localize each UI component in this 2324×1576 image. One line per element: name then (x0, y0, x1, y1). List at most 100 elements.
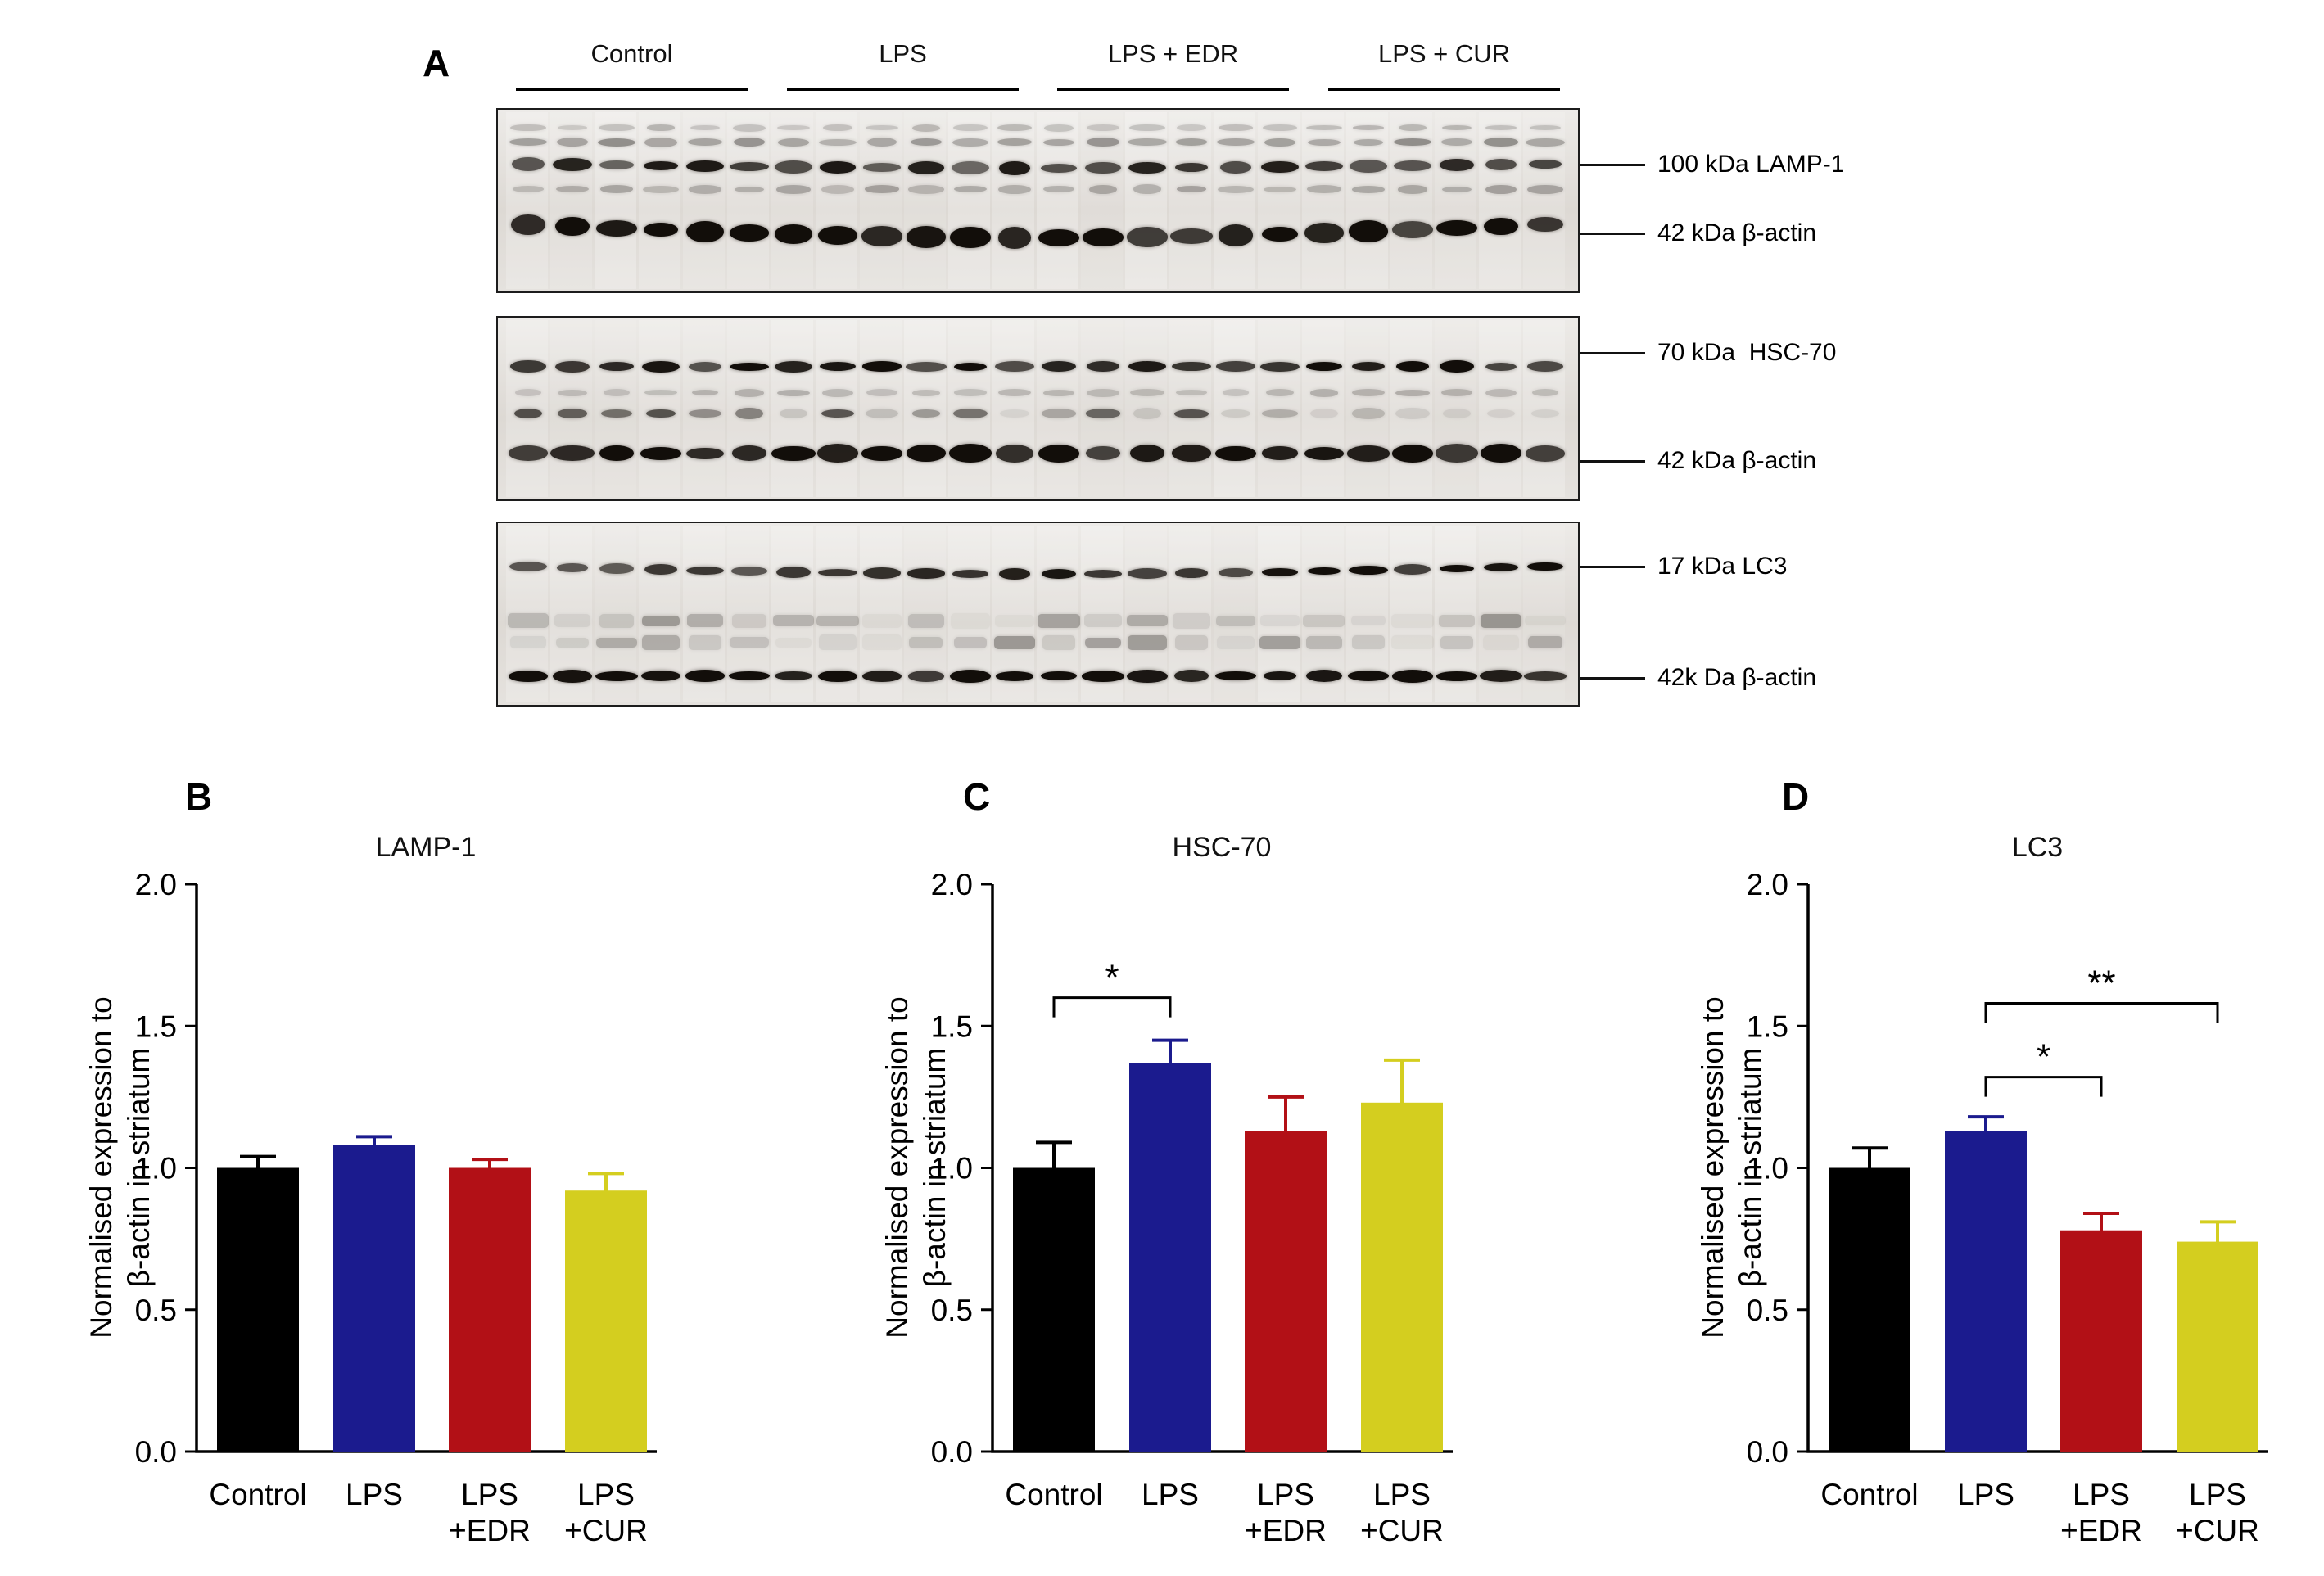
protein-band (1483, 217, 1519, 236)
x-tick-label: LPS (1257, 1478, 1314, 1511)
bar (565, 1190, 647, 1452)
protein-band (599, 185, 634, 194)
protein-band (510, 636, 546, 649)
protein-band (686, 160, 724, 172)
protein-band (1308, 567, 1341, 576)
protein-band (1262, 124, 1298, 132)
x-tick-label: Control (1005, 1478, 1102, 1511)
protein-band (734, 388, 765, 397)
protein-band (1219, 567, 1253, 578)
blot-lane (860, 112, 902, 289)
protein-band (1218, 224, 1254, 246)
significance-label: ** (2087, 964, 2115, 1004)
protein-band (689, 409, 721, 418)
protein-band (1305, 635, 1343, 649)
protein-band (1394, 138, 1431, 147)
protein-band (1481, 613, 1521, 629)
group-label-lps-edr: LPS + EDR (1107, 39, 1239, 68)
protein-band (1263, 186, 1297, 192)
protein-band (1526, 361, 1564, 373)
significance-label: * (1105, 958, 1119, 998)
x-tick-label: LPS (2189, 1478, 2246, 1511)
protein-band (1481, 444, 1521, 463)
x-tick-label: LPS (2073, 1478, 2130, 1511)
protein-band (734, 138, 765, 147)
protein-band (557, 138, 588, 147)
y-axis-label: Normalised expression to (1696, 996, 1729, 1338)
protein-band (821, 184, 855, 194)
protein-band (599, 562, 634, 575)
x-tick-label: LPS (461, 1478, 518, 1511)
y-axis-label: β-actin in striatum (122, 1048, 156, 1288)
protein-band (775, 637, 812, 648)
protein-band (1435, 444, 1479, 463)
blot-lane (771, 320, 813, 497)
band-label-actin-1: 42 kDa β-actin (1657, 219, 1817, 246)
protein-band (1399, 124, 1427, 131)
protein-band (556, 562, 589, 572)
protein-band (1222, 389, 1250, 396)
protein-band (953, 636, 988, 649)
protein-band (1261, 567, 1299, 576)
protein-band (1133, 407, 1161, 420)
protein-band (864, 185, 900, 194)
protein-band (1041, 409, 1077, 418)
protein-band (1177, 186, 1206, 193)
protein-band (642, 616, 680, 626)
protein-band (912, 409, 940, 418)
protein-band (861, 634, 902, 651)
protein-band (999, 568, 1030, 580)
band-pointer-line (1580, 566, 1645, 568)
bar (1245, 1131, 1327, 1452)
protein-band (1309, 388, 1339, 397)
protein-band (1309, 408, 1339, 419)
significance-bracket (1984, 1076, 2103, 1097)
protein-band (950, 226, 991, 249)
bar (217, 1167, 299, 1452)
y-tick-label: 2.0 (135, 868, 177, 901)
protein-band (1085, 637, 1121, 648)
protein-band (599, 160, 635, 170)
protein-band (514, 389, 542, 397)
protein-band (509, 138, 548, 147)
protein-band (554, 614, 590, 628)
protein-band (1041, 671, 1077, 681)
protein-band (949, 444, 992, 463)
protein-band (512, 186, 545, 192)
protein-band (1304, 161, 1344, 172)
y-axis-label: β-actin in striatum (1734, 1048, 1767, 1288)
protein-band (1129, 124, 1165, 132)
protein-band (1044, 124, 1074, 132)
protein-band (1220, 160, 1251, 174)
protein-band (907, 445, 946, 463)
protein-band (999, 409, 1030, 418)
protein-band (1259, 361, 1300, 372)
protein-band (909, 636, 943, 648)
protein-band (1440, 635, 1473, 649)
protein-band (688, 184, 722, 194)
protein-band (1479, 670, 1523, 683)
protein-band (1441, 124, 1472, 131)
protein-band (1174, 670, 1209, 683)
protein-band (640, 446, 682, 460)
blot-lane (639, 320, 680, 497)
panel-c-letter: C (963, 775, 991, 818)
protein-band (1263, 671, 1297, 680)
y-tick-label: 1.0 (931, 1152, 973, 1185)
protein-band (640, 671, 681, 682)
blot-lane (1390, 112, 1432, 289)
band-label-hsc70: 70 kDa HSC-70 (1657, 339, 1837, 366)
blot-lane (992, 112, 1034, 289)
protein-band (510, 124, 546, 132)
blot-lane (1081, 320, 1123, 497)
protein-band (730, 161, 769, 171)
protein-band (729, 671, 770, 681)
protein-band (729, 362, 770, 371)
protein-band (595, 671, 638, 681)
protein-band (998, 184, 1031, 194)
protein-band (951, 612, 990, 629)
x-tick-label: LPS (1142, 1478, 1199, 1511)
blot-lane (1479, 320, 1521, 497)
group-underline (1057, 88, 1289, 91)
protein-band (997, 124, 1032, 132)
